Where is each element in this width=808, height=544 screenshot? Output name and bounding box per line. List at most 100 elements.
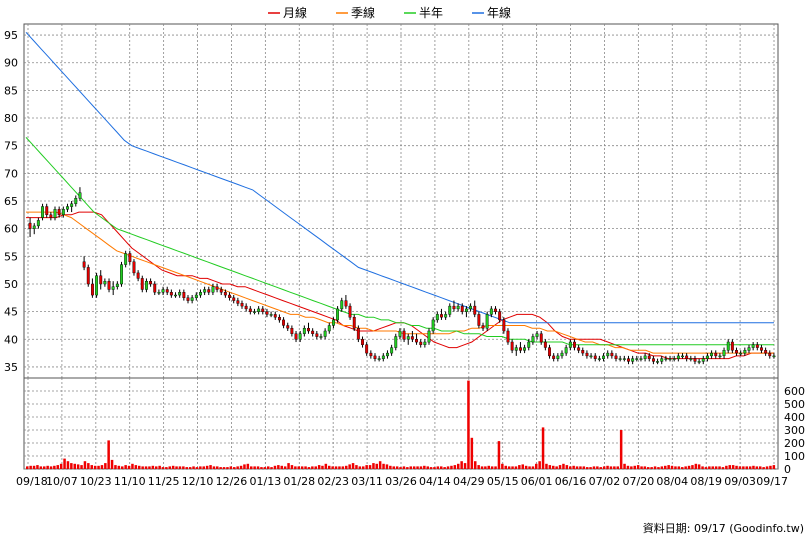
volume-bar-169 [599, 467, 602, 469]
candle-24 [128, 250, 132, 265]
candle-body-60 [278, 317, 281, 321]
volume-bar-158 [562, 463, 565, 469]
volume-bar-29 [124, 465, 127, 469]
volume-bar-204 [718, 466, 721, 469]
candle-body-0 [28, 222, 32, 229]
volume-bar-33 [138, 465, 141, 470]
candle-body-159 [689, 358, 693, 360]
candle-55 [257, 306, 261, 315]
candle-46 [219, 286, 223, 296]
volume-bar-58 [222, 467, 226, 469]
candle-114 [502, 317, 506, 334]
volume-bar-120 [433, 467, 436, 469]
candle-125 [548, 344, 551, 359]
candle-123 [539, 330, 543, 345]
candle-66 [302, 325, 306, 337]
candle-74 [336, 306, 339, 323]
candle-75 [340, 297, 344, 312]
candle-body-70 [319, 336, 323, 338]
volume-bar-32 [134, 465, 138, 469]
volume-bar-16 [80, 465, 83, 469]
candle-18 [103, 278, 107, 287]
candle-body-164 [710, 352, 713, 357]
volume-bar-107 [389, 465, 392, 470]
candle-body-95 [423, 341, 427, 345]
candle-body-138 [602, 355, 605, 359]
candle-154 [668, 355, 672, 362]
x-tick-2: 10/23 [80, 475, 112, 488]
candle-body-115 [506, 330, 510, 343]
volume-bar-168 [596, 466, 599, 469]
price-y-tick-10: 85 [4, 84, 18, 97]
x-tick-14: 05/15 [487, 475, 519, 488]
volume-bar-89 [328, 465, 331, 470]
candle-147 [639, 355, 643, 362]
x-tick-17: 07/02 [589, 475, 621, 488]
volume-bar-142 [507, 466, 511, 469]
candle-body-179 [772, 355, 776, 358]
candle-121 [531, 333, 535, 345]
candle-body-127 [556, 355, 560, 359]
candle-77 [348, 303, 352, 320]
ma-line-2 [25, 137, 774, 346]
candle-body-5 [49, 214, 53, 218]
candle-body-88 [394, 336, 398, 348]
candle-72 [327, 322, 331, 334]
price-grid [24, 24, 778, 378]
volume-bar-131 [470, 437, 474, 469]
candle-103 [456, 303, 460, 312]
candle-body-42 [203, 289, 207, 293]
x-tick-1: 10/07 [46, 475, 78, 488]
volume-bar-73 [273, 465, 277, 470]
volume-bar-124 [446, 466, 450, 469]
volume-bar-19 [90, 465, 93, 469]
volume-bar-205 [721, 467, 725, 469]
volume-bar-71 [267, 466, 270, 469]
volume-bar-136 [487, 465, 490, 470]
candle-body-62 [286, 325, 290, 329]
candle-body-167 [722, 350, 726, 356]
candle-29 [149, 278, 153, 287]
candle-body-161 [697, 361, 701, 363]
candle-173 [747, 344, 751, 354]
volume-bar-215 [755, 466, 759, 469]
volume-y-tick-0: 0 [784, 463, 791, 476]
volume-bar-65 [246, 463, 250, 469]
volume-bar-125 [450, 465, 453, 470]
candle-body-83 [373, 355, 377, 359]
volume-bar-156 [555, 466, 558, 469]
candle-164 [710, 350, 713, 359]
volume-bar-194 [684, 466, 687, 469]
volume-bar-129 [463, 463, 467, 469]
candle-body-98 [435, 314, 439, 321]
volume-bar-79 [294, 466, 297, 469]
volume-bar-75 [280, 465, 283, 470]
volume-bar-21 [97, 465, 100, 470]
volume-bar-198 [697, 464, 701, 469]
price-y-tick-3: 50 [4, 278, 18, 291]
candle-body-176 [760, 347, 763, 351]
candle-104 [460, 303, 464, 315]
candle-body-152 [660, 358, 664, 362]
candle-112 [494, 306, 497, 315]
price-y-tick-4: 55 [4, 250, 18, 263]
volume-bar-207 [728, 465, 731, 469]
x-tick-5: 12/10 [182, 475, 214, 488]
volume-bar-53 [205, 465, 209, 470]
candle-92 [410, 330, 414, 343]
candle-body-155 [672, 358, 676, 360]
volume-bar-162 [575, 466, 579, 469]
volume-bar-98 [358, 466, 362, 469]
candle-body-25 [132, 261, 136, 274]
candle-body-129 [564, 347, 568, 354]
volume-bar-20 [93, 465, 97, 470]
price-y-tick-6: 65 [4, 195, 18, 208]
candle-152 [660, 355, 664, 365]
candle-body-11 [74, 197, 78, 204]
candle-body-108 [477, 314, 481, 326]
x-tick-6: 12/26 [216, 475, 248, 488]
candle-body-68 [311, 330, 315, 334]
candle-68 [311, 328, 315, 337]
candle-body-157 [681, 355, 684, 358]
candle-body-65 [298, 333, 302, 340]
